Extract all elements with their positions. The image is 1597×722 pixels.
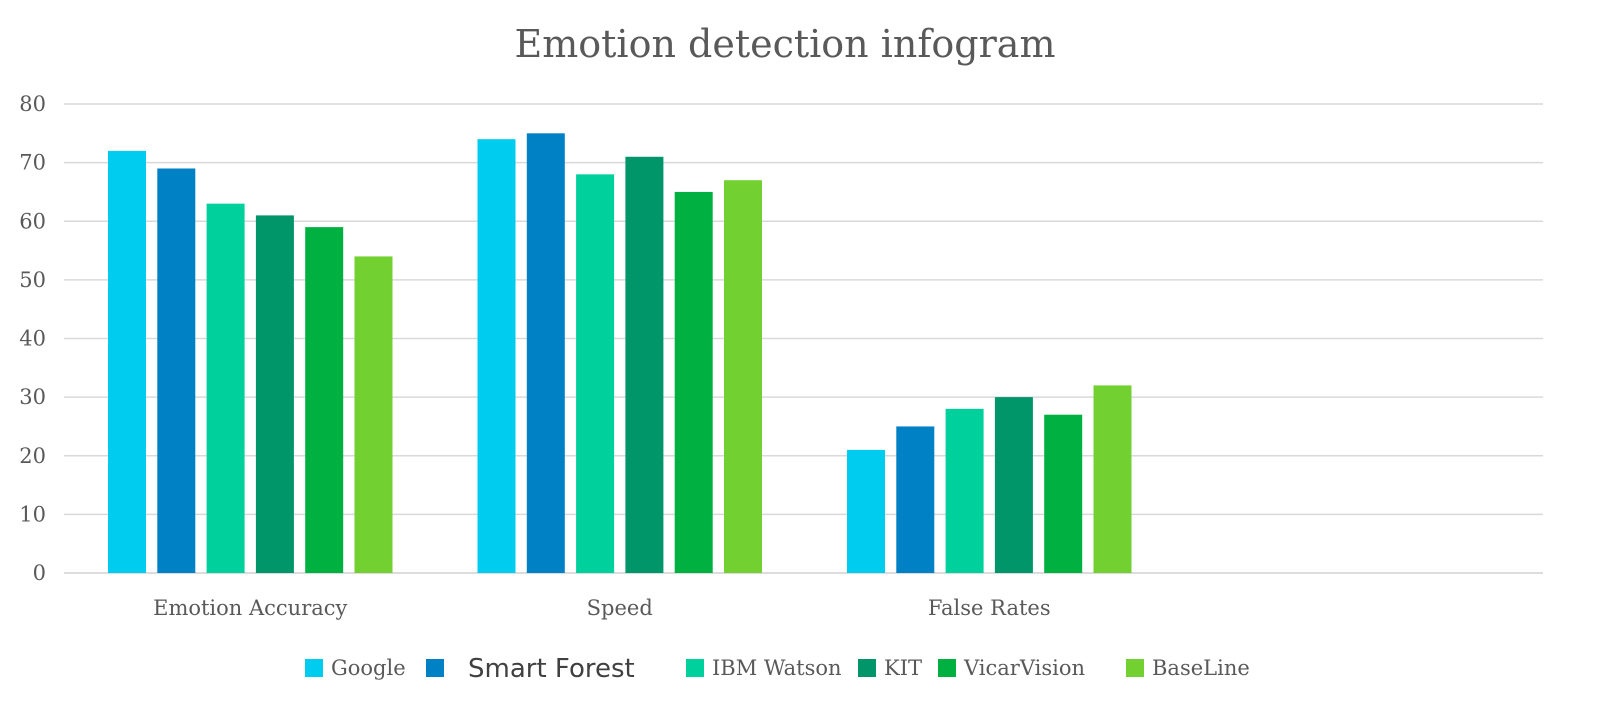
y-tick-label: 30: [19, 385, 46, 409]
y-tick-label: 0: [33, 561, 46, 585]
legend-item-google: Google: [305, 656, 406, 680]
bar-kit-emotion-accuracy: [255, 215, 294, 573]
y-tick-label: 20: [19, 444, 46, 468]
x-category-label: Emotion Accuracy: [153, 596, 347, 620]
bar-smart-forest-emotion-accuracy: [157, 168, 196, 574]
y-tick-label: 60: [19, 209, 46, 233]
legend-item-smart-forest: Smart Forest: [426, 654, 635, 684]
x-axis-category-labels: Emotion Accuracy Speed False Rates: [153, 596, 1051, 620]
bar-ibm-watson-emotion-accuracy: [206, 203, 245, 573]
y-tick-label: 50: [19, 268, 46, 292]
bar-kit-false-rates: [994, 397, 1033, 573]
bar-smart-forest-false-rates: [896, 426, 935, 573]
bar-kit-speed: [625, 156, 664, 573]
bar-smart-forest-speed: [526, 133, 565, 573]
chart-title: Emotion detection infogram: [515, 22, 1056, 66]
legend-label: IBM Watson: [712, 656, 842, 680]
legend-swatch: [305, 659, 323, 677]
legend-item-ibm-watson: IBM Watson: [686, 656, 842, 680]
legend-swatch: [426, 659, 444, 677]
legend-label: KIT: [884, 656, 922, 680]
legend-swatch: [1126, 659, 1144, 677]
bar-vicarvision-emotion-accuracy: [305, 227, 344, 574]
bar-vicarvision-false-rates: [1044, 414, 1083, 573]
y-tick-label: 40: [19, 327, 46, 351]
bar-google-emotion-accuracy: [108, 150, 146, 573]
bar-google-false-rates: [847, 449, 885, 573]
bar-google-speed: [477, 139, 516, 574]
legend-swatch: [938, 659, 956, 677]
bar-baseline-false-rates: [1093, 385, 1132, 573]
legend-item-kit: KIT: [858, 656, 922, 680]
bars: [108, 133, 1132, 574]
legend-item-baseline: BaseLine: [1126, 656, 1250, 680]
y-tick-label: 10: [19, 502, 46, 526]
legend-label: VicarVision: [963, 656, 1085, 680]
legend-swatch: [686, 659, 704, 677]
y-axis-tick-labels: 0 10 20 30 40 50 60 70 80: [19, 92, 46, 585]
y-tick-label: 70: [19, 151, 46, 175]
legend-label: Google: [331, 656, 406, 680]
bar-baseline-emotion-accuracy: [354, 256, 393, 573]
x-category-label: False Rates: [928, 596, 1051, 620]
bar-vicarvision-speed: [674, 191, 713, 573]
x-category-label: Speed: [587, 596, 653, 620]
bar-ibm-watson-false-rates: [945, 408, 984, 573]
legend-swatch: [858, 659, 876, 677]
bar-baseline-speed: [724, 180, 762, 573]
legend-label: Smart Forest: [468, 654, 635, 684]
bar-ibm-watson-speed: [576, 174, 615, 573]
legend: Google Smart Forest IBM Watson KIT VicarVisi…: [305, 654, 1250, 684]
y-tick-label: 80: [19, 92, 46, 116]
legend-item-vicarvision: VicarVision: [938, 656, 1085, 680]
legend-label: BaseLine: [1152, 656, 1250, 680]
